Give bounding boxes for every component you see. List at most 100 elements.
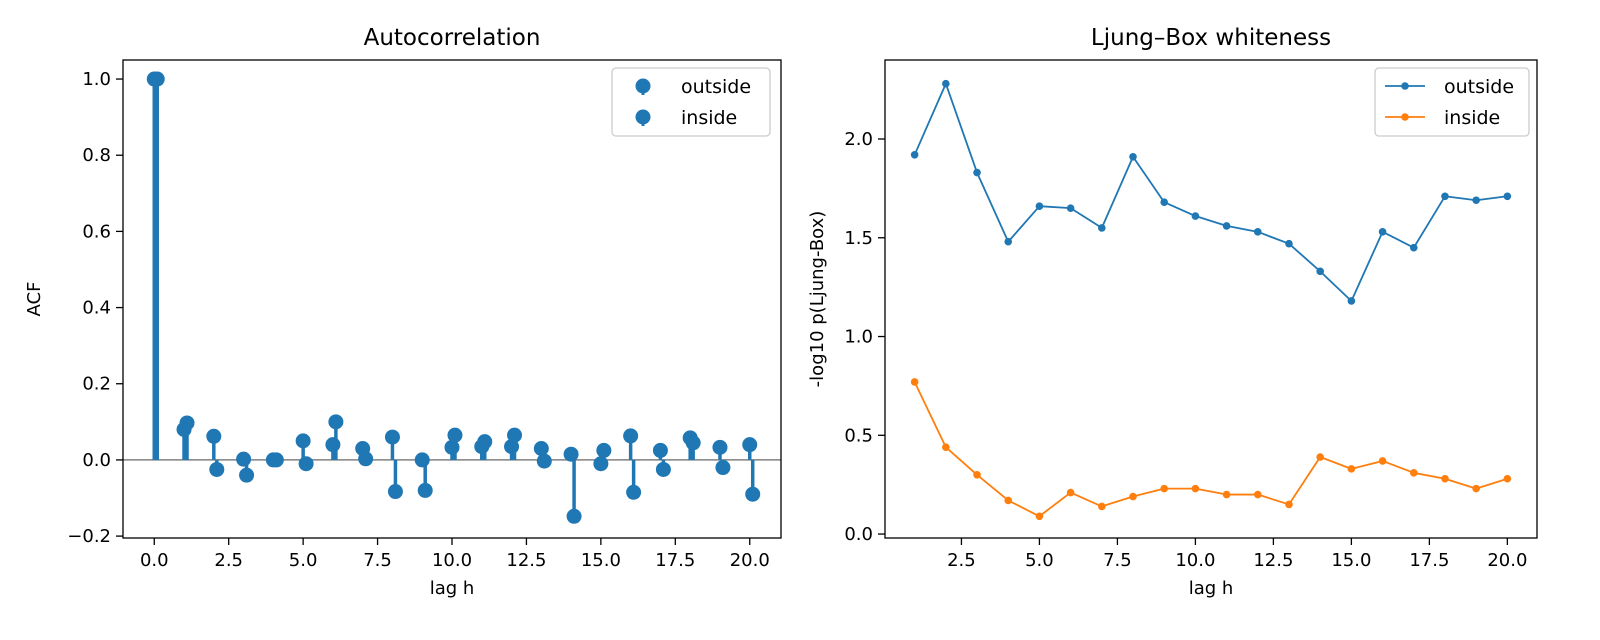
stem-marker <box>414 452 430 468</box>
data-point <box>1378 228 1387 236</box>
stem-marker <box>566 508 582 524</box>
legend-label: inside <box>1444 107 1500 129</box>
stem-marker <box>596 442 612 458</box>
y-tick-label: 2.0 <box>844 129 873 150</box>
data-point <box>973 168 981 177</box>
legend-box <box>611 67 771 137</box>
stem-marker <box>623 428 639 444</box>
data-point <box>973 470 981 479</box>
data-point <box>1222 490 1231 499</box>
stem-marker <box>742 437 758 453</box>
data-point <box>942 443 950 451</box>
data-point <box>1347 297 1356 305</box>
stem-marker <box>179 415 195 431</box>
data-point <box>1191 484 1200 493</box>
stem-marker <box>239 467 255 483</box>
x-tick-label: 5.0 <box>1025 550 1054 571</box>
stem-marker <box>325 437 341 453</box>
y-axis-label: -log10 p(Ljung-Box) <box>807 211 828 388</box>
data-point <box>1472 196 1480 205</box>
y-tick-label: 1.5 <box>844 228 873 249</box>
stem-marker <box>652 442 668 458</box>
data-point <box>1129 152 1137 161</box>
legend-label: inside <box>681 107 737 129</box>
x-tick-label: 10.0 <box>1175 550 1215 571</box>
data-point <box>1316 453 1324 461</box>
stem-marker <box>417 482 433 498</box>
legend-box <box>1374 67 1530 137</box>
data-point <box>1409 469 1418 477</box>
y-tick-label: 0.2 <box>82 374 111 395</box>
stem-marker <box>712 439 728 455</box>
series-inside <box>910 378 1512 521</box>
y-tick-label: 1.0 <box>82 69 111 90</box>
x-tick-label: 10.0 <box>432 550 472 571</box>
data-point <box>1285 239 1293 248</box>
stem-marker <box>507 427 523 443</box>
data-point <box>1503 192 1512 201</box>
data-point <box>1004 237 1013 246</box>
series-line <box>913 381 1508 518</box>
stem-marker <box>268 452 284 468</box>
x-tick-label: 15.0 <box>1331 550 1371 571</box>
stem-marker <box>626 484 642 500</box>
stem-marker <box>655 461 671 477</box>
x-axis-label: lag h <box>430 578 475 599</box>
data-point <box>1441 192 1449 201</box>
y-tick-label: 0.6 <box>82 221 111 242</box>
data-point <box>910 378 919 386</box>
stem-marker <box>563 446 579 462</box>
stem-marker <box>715 460 731 476</box>
legend: outside inside <box>611 67 771 137</box>
data-point <box>1160 484 1169 493</box>
y-axis-label: ACF <box>24 282 45 317</box>
data-point <box>1160 198 1169 207</box>
stem-marker <box>387 484 403 500</box>
x-axis-label: lag h <box>1189 578 1234 599</box>
x-tick-label: 17.5 <box>655 550 695 571</box>
y-tick-label: 1.0 <box>844 327 873 348</box>
x-tick-label: 20.0 <box>1487 550 1527 571</box>
ljung-box-chart: Ljung–Box whiteness lag h -log10 p(Ljung-B… <box>807 25 1538 599</box>
x-tick-label: 2.5 <box>214 550 243 571</box>
axes-frame <box>884 59 1538 539</box>
y-tick-label: 0.8 <box>82 145 111 166</box>
x-tick-label: 0.0 <box>140 550 169 571</box>
data-point <box>1129 492 1137 501</box>
data-point <box>1347 465 1356 473</box>
data-point <box>910 151 919 159</box>
stem-marker <box>384 429 400 445</box>
stem-marker <box>209 461 225 477</box>
legend-marker <box>635 78 651 94</box>
data-point <box>1441 474 1449 483</box>
axes-frame <box>122 59 782 539</box>
data-point <box>1035 202 1044 210</box>
data-point <box>942 79 950 88</box>
data-point <box>1098 502 1106 511</box>
chart-title: Autocorrelation <box>364 25 541 51</box>
stem-marker <box>295 433 311 449</box>
stem-marker <box>685 435 701 451</box>
legend-marker <box>1401 113 1409 121</box>
y-tick-label: 0.0 <box>82 450 111 471</box>
data-point <box>1004 496 1013 505</box>
legend-marker <box>1401 82 1409 90</box>
stem-marker <box>328 414 344 430</box>
data-point <box>1253 228 1262 236</box>
series-inside <box>149 71 761 524</box>
y-tick-label: 0.4 <box>82 298 111 319</box>
y-tick-label: −0.2 <box>67 526 111 547</box>
stem-marker <box>745 486 761 502</box>
chart-title: Ljung–Box whiteness <box>1091 25 1331 51</box>
data-point <box>1066 204 1075 212</box>
legend-label: outside <box>1444 76 1514 98</box>
data-point <box>1503 474 1512 483</box>
x-tick-label: 12.5 <box>1253 550 1293 571</box>
x-tick-label: 15.0 <box>581 550 621 571</box>
stem-marker <box>533 440 549 456</box>
y-tick-label: 0.5 <box>844 425 873 446</box>
x-tick-label: 20.0 <box>730 550 770 571</box>
data-point <box>1253 490 1262 499</box>
data-point <box>1409 243 1418 252</box>
